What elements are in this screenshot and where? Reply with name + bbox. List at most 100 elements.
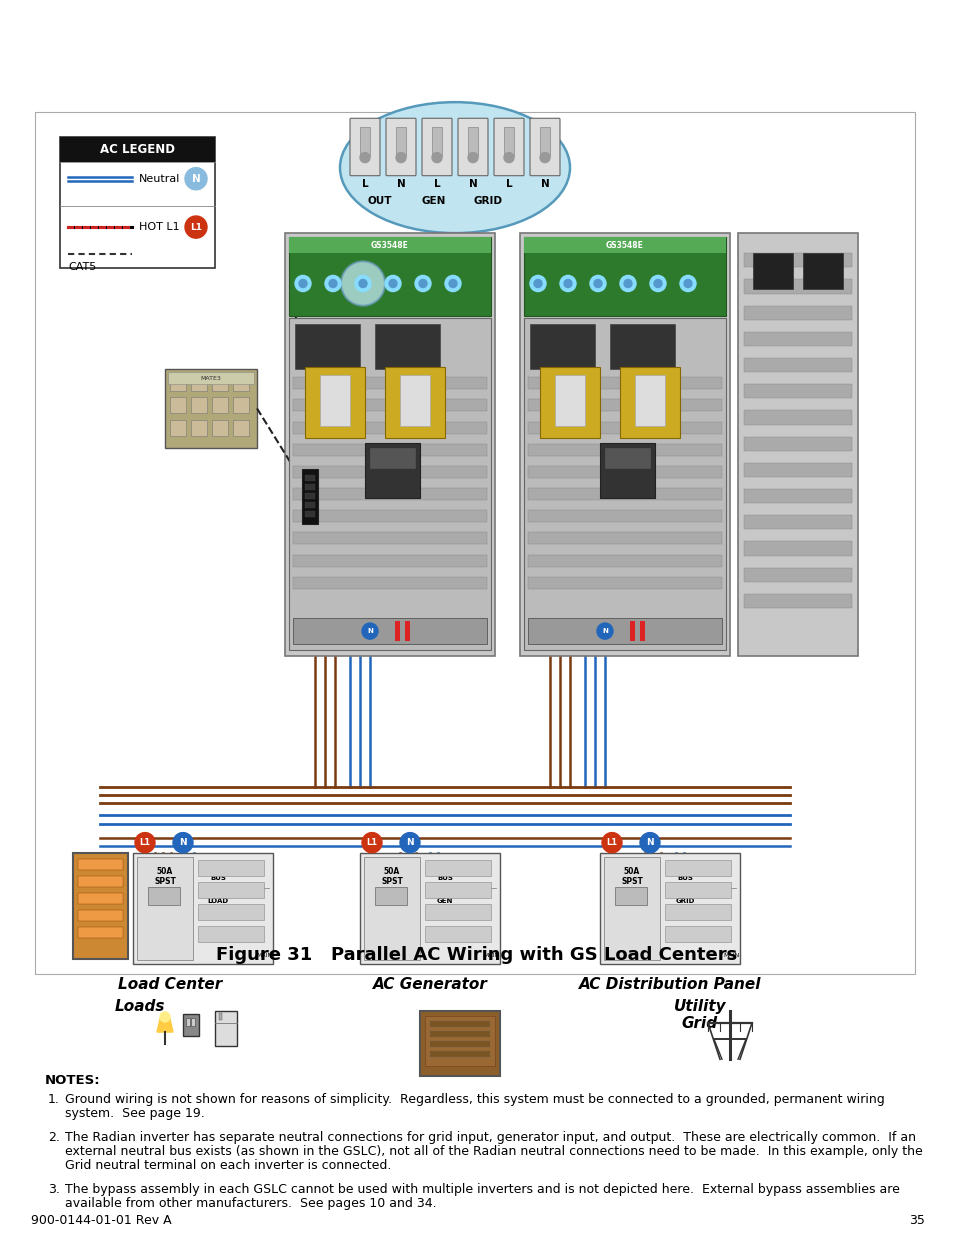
Bar [305,511,314,517]
Bar [165,369,256,448]
Text: L1: L1 [366,839,377,847]
Text: GS3548E: GS3548E [605,241,643,249]
Circle shape [294,275,311,291]
Circle shape [563,279,572,288]
Ellipse shape [339,103,569,233]
Circle shape [135,832,154,852]
Circle shape [418,279,427,288]
Text: BUS: BUS [677,908,692,913]
Bar [523,317,725,650]
Text: Grid: Grid [681,1016,718,1031]
Bar [743,253,851,268]
Circle shape [185,216,207,238]
Text: Grid neutral terminal on each inverter is connected.: Grid neutral terminal on each inverter i… [65,1158,391,1172]
Bar [743,332,851,346]
Text: NEUTRAL: NEUTRAL [666,864,702,871]
Circle shape [559,275,576,291]
Bar [743,437,851,451]
Bar [664,904,730,920]
Bar [198,860,264,876]
Bar [527,466,721,478]
Bar [604,448,649,468]
Text: CAT5: CAT5 [68,262,96,273]
Bar [60,137,214,162]
Text: GEN: GEN [421,196,446,206]
Bar [424,904,491,920]
Circle shape [589,275,605,291]
Text: N: N [468,179,476,189]
Text: L1: L1 [139,839,151,847]
Bar [424,1016,495,1066]
Text: NEUTRAL: NEUTRAL [426,864,463,871]
Bar [60,137,214,268]
Bar [78,876,123,887]
Circle shape [298,279,307,288]
Circle shape [530,275,545,291]
Text: 50A
SPST: 50A SPST [620,867,642,887]
Bar [523,237,725,316]
Bar [293,510,486,522]
Bar [424,882,491,898]
Text: N: N [179,839,187,847]
Text: system.  See page 19.: system. See page 19. [65,1107,205,1120]
Circle shape [594,279,601,288]
Circle shape [534,279,541,288]
Bar [424,926,491,942]
Bar [539,367,599,437]
Bar [78,927,123,939]
Text: N: N [396,179,405,189]
Bar [294,324,359,369]
Text: N: N [540,179,549,189]
Text: external neutral bus exists (as shown in the GSLC), not all of the Radian neutra: external neutral bus exists (as shown in… [65,1145,922,1158]
Bar [385,367,444,437]
Bar [743,515,851,530]
Circle shape [395,153,406,163]
Text: Figure 31   Parallel AC Wiring with GS Load Centers: Figure 31 Parallel AC Wiring with GS Loa… [216,946,737,965]
Bar [743,305,851,320]
Bar [395,621,399,641]
Circle shape [329,279,336,288]
Bar [78,910,123,921]
Bar [405,621,410,641]
Text: available from other manufacturers.  See pages 10 and 34.: available from other manufacturers. See … [65,1197,436,1210]
Circle shape [432,153,441,163]
Text: Installation: Installation [794,19,927,38]
Bar [305,475,314,480]
Bar [293,399,486,411]
Bar [375,324,439,369]
Bar [293,377,486,389]
Text: NOTES:: NOTES: [45,1074,100,1087]
Text: BUS: BUS [436,908,453,913]
Bar [219,1013,222,1020]
FancyBboxPatch shape [421,119,452,175]
Bar [233,375,249,391]
Bar [137,857,193,960]
Bar [285,233,495,656]
Text: Loads: Loads [114,999,165,1014]
Circle shape [361,832,381,852]
Bar [293,443,486,456]
Bar [293,421,486,433]
Bar [212,398,228,414]
Text: BUS: BUS [210,874,226,881]
Bar [73,852,128,958]
Bar [664,926,730,942]
Text: 1.: 1. [48,1093,60,1105]
Circle shape [639,832,659,852]
Bar [432,127,441,156]
Bar [555,375,584,426]
Text: GS3548E: GS3548E [371,241,409,249]
Bar [198,926,264,942]
Text: 50A
SPST: 50A SPST [380,867,402,887]
Bar [305,367,365,437]
Bar [359,127,370,156]
Bar [615,887,646,905]
Bar [527,399,721,411]
Bar [519,233,729,656]
Bar [212,375,228,391]
Bar [527,510,721,522]
Bar [527,421,721,433]
Bar [212,420,228,436]
Bar [527,532,721,545]
Bar [233,420,249,436]
